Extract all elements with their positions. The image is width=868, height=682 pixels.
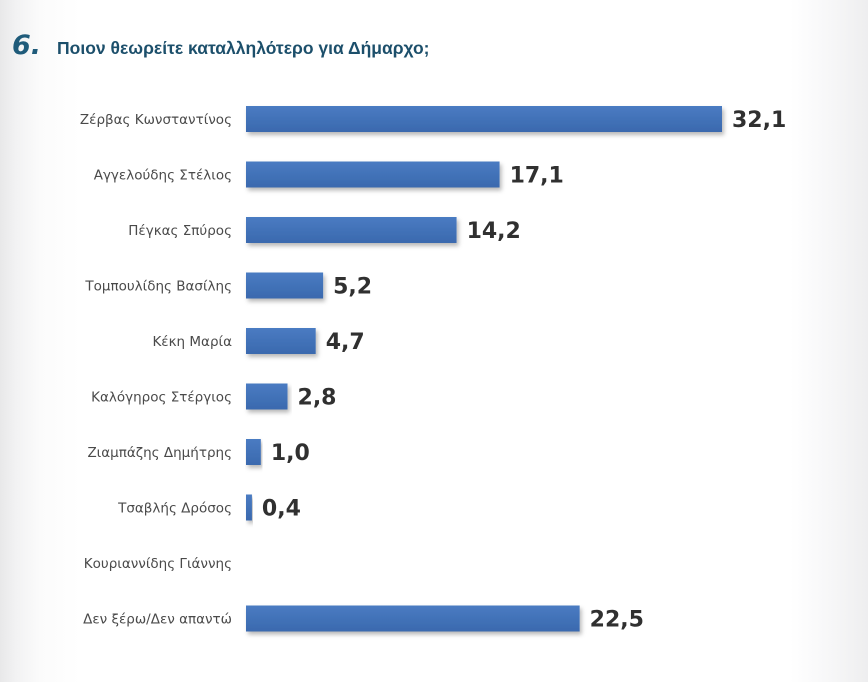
value-label-row-5: 4,7 (326, 330, 365, 355)
bar-row-1 (246, 106, 722, 132)
value-label-row-1: 32,1 (732, 108, 786, 133)
bar-row-4 (246, 272, 324, 299)
category-label-row-9: Κουριαννίδης Γιάννης (84, 556, 232, 572)
category-label-row-8: Τσαβλής Δρόσος (117, 501, 232, 517)
value-label-row-8: 0,4 (262, 497, 301, 522)
category-label-row-5: Κέκη Μαρία (152, 334, 232, 350)
category-label-row-2: Αγγελούδης Στέλιος (94, 168, 232, 184)
bar-row-5 (246, 328, 316, 354)
value-label-row-4: 5,2 (333, 275, 372, 300)
bar-row-3 (246, 217, 457, 243)
value-label-row-2: 17,1 (510, 164, 564, 189)
category-label-row-6: Καλόγηρος Στέργιος (91, 390, 232, 406)
value-label-row-6: 2,8 (298, 386, 337, 411)
bar-row-6 (246, 383, 288, 410)
category-label-row-7: Ζιαμπάζης Δημήτρης (87, 445, 232, 461)
question-header: 6. Ποιον θεωρείτε καταλληλότερο για Δήμα… (12, 30, 430, 66)
bar-row-2 (246, 161, 500, 188)
bar-row-7 (246, 439, 261, 465)
bar-row-10 (246, 605, 580, 632)
bar-row-8 (246, 494, 252, 521)
category-label-row-10: Δεν ξέρω/Δεν απαντώ (83, 612, 232, 628)
question-title: Ποιον θεωρείτε καταλληλότερο για Δήμαρχο… (57, 38, 430, 58)
category-label-row-1: Ζέρβας Κωνσταντίνος (80, 112, 232, 128)
value-label-row-7: 1,0 (271, 441, 310, 466)
question-number: 6. (12, 30, 42, 61)
value-label-row-10: 22,5 (590, 608, 644, 633)
category-label-row-4: Τομπουλίδης Βασίλης (84, 279, 232, 295)
category-label-row-3: Πέγκας Σπύρος (128, 223, 232, 239)
value-label-row-3: 14,2 (467, 219, 521, 244)
